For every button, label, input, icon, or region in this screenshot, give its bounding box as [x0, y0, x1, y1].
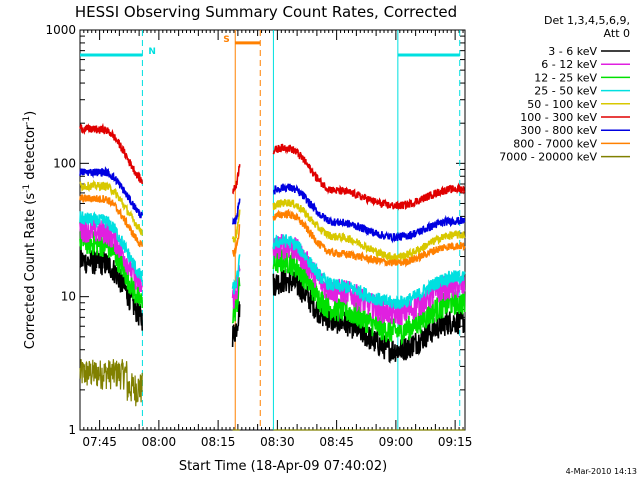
x-tick-label: 08:30 — [260, 435, 295, 449]
flag-label-s: S — [223, 35, 229, 45]
series-line-4 — [79, 179, 143, 236]
series-line-8 — [79, 359, 143, 407]
legend-header-line-2: Att 0 — [604, 27, 630, 40]
series-line-2 — [79, 228, 143, 309]
x-tick-label: 09:15 — [438, 435, 473, 449]
timestamp: 4-Mar-2010 14:13 — [566, 467, 637, 476]
series-line-0 — [79, 248, 143, 331]
series-line-5 — [272, 143, 466, 211]
x-tick-label: 08:00 — [142, 435, 177, 449]
y-axis-label-mid: detector — [23, 124, 38, 184]
series-line-3 — [79, 211, 143, 282]
x-tick-label: 09:00 — [379, 435, 414, 449]
legend-label: 6 - 12 keV — [541, 58, 597, 71]
series-line-0 — [272, 268, 466, 364]
y-axis-label-sup: -1 — [22, 184, 32, 193]
series-line-4 — [272, 198, 466, 262]
x-axis-label: Start Time (18-Apr-09 07:40:02) — [179, 459, 387, 474]
series-line-3 — [272, 234, 466, 309]
series-line-3 — [231, 254, 241, 295]
legend-label: 25 - 50 keV — [534, 85, 597, 98]
y-axis-label-sup2: -1 — [22, 116, 32, 125]
series-lines — [79, 122, 466, 431]
legend-header-line-1: Det 1,3,4,5,6,9, — [544, 14, 630, 27]
legend-label: 300 - 800 keV — [520, 124, 597, 137]
x-tick-label: 07:45 — [82, 435, 117, 449]
series-line-7 — [272, 208, 466, 268]
y-tick-label: 1 — [68, 423, 76, 437]
series-line-6 — [231, 198, 241, 225]
x-tick-label: 08:45 — [319, 435, 354, 449]
flag-label-n: N — [148, 47, 156, 57]
chart-title: HESSI Observing Summary Count Rates, Cor… — [75, 3, 457, 21]
y-tick-label: 10 — [61, 290, 76, 304]
series-line-1 — [79, 217, 143, 293]
series-line-7 — [231, 223, 241, 257]
legend-label: 800 - 7000 keV — [513, 137, 597, 150]
series-line-5 — [232, 164, 241, 195]
y-axis-label-end: ) — [23, 111, 38, 116]
series-line-0 — [231, 301, 241, 348]
legend-label: 12 - 25 keV — [534, 71, 597, 84]
legend-label: 50 - 100 keV — [527, 98, 597, 111]
series-line-6 — [79, 166, 143, 219]
series-line-4 — [231, 209, 241, 243]
y-axis-label: Corrected Count Rate (s-1 detector-1) — [22, 111, 38, 349]
series-line-5 — [79, 122, 143, 185]
series-line-7 — [79, 193, 143, 248]
x-tick-label: 08:15 — [201, 435, 236, 449]
series-line-6 — [273, 183, 466, 244]
legend-label: 7000 - 20000 keV — [499, 151, 597, 164]
y-tick-label: 100 — [53, 156, 76, 170]
y-axis-label-main: Corrected Count Rate (s — [23, 193, 38, 350]
legend-label: 3 - 6 keV — [548, 45, 597, 58]
legend-label: 100 - 300 keV — [520, 111, 597, 124]
flag-markers: NS — [80, 35, 460, 57]
y-tick-label: 1000 — [45, 23, 76, 37]
